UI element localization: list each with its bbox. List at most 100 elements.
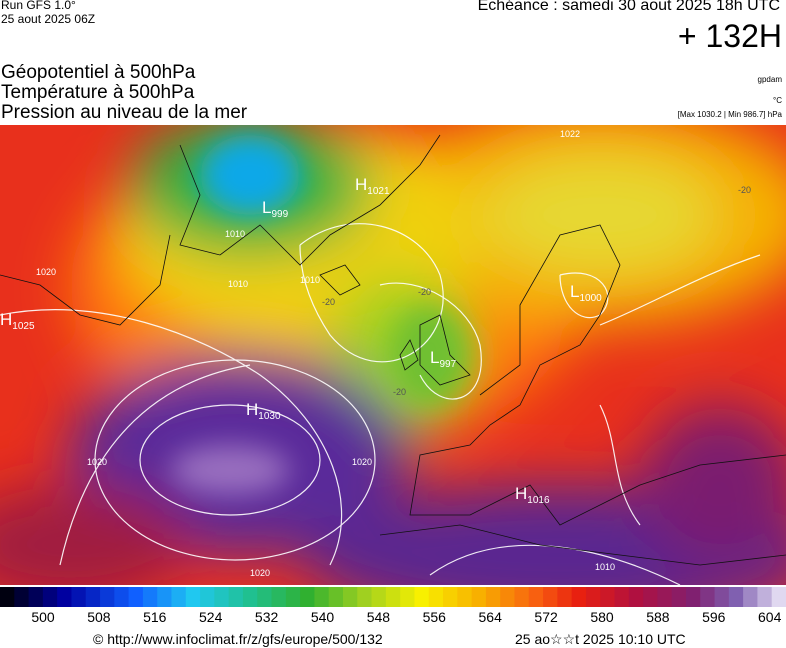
- colorbar-label: 604: [758, 609, 782, 625]
- color-swatch: [385, 587, 401, 607]
- color-swatch: [357, 587, 373, 607]
- color-swatch: [600, 587, 616, 607]
- unit: °C: [773, 96, 782, 105]
- colorbar-labels: 500 508 516 524 532 540 548 556 564 572 580 588 596 6…: [0, 609, 786, 627]
- color-swatch: [71, 587, 87, 607]
- color-swatch: [28, 587, 44, 607]
- color-swatch: [657, 587, 673, 607]
- pressure-center: H1016: [515, 484, 550, 506]
- colorbar-label: 516: [143, 609, 167, 625]
- run: Run GFS 1.0°: [1, 0, 76, 12]
- colorbar-label: 588: [646, 609, 670, 625]
- valid-time: Echéance : samedi 30 aout 2025 18h UTC: [477, 0, 780, 14]
- color-swatch: [171, 587, 187, 607]
- generated: 25 ao☆☆t 2025 10:10 UTC: [515, 631, 686, 647]
- center-letter: L: [262, 198, 271, 217]
- color-swatch: [528, 587, 544, 607]
- color-swatch: [414, 587, 430, 607]
- colorbar-label: 508: [87, 609, 111, 625]
- field: Pression au niveau de la mer: [1, 102, 248, 123]
- unit: gpdam: [757, 75, 782, 84]
- color-swatch: [471, 587, 487, 607]
- center-letter: H: [355, 175, 367, 194]
- colorbar-label: 596: [702, 609, 726, 625]
- source: © http://www.infoclimat.fr/z/gfs/europe/…: [93, 631, 383, 647]
- colorbar: [0, 587, 786, 607]
- temperature-label: -20: [418, 287, 431, 297]
- color-swatch: [128, 587, 144, 607]
- pressure-center: L999: [262, 198, 289, 220]
- color-swatch: [328, 587, 344, 607]
- pressure-center: H1030: [246, 400, 281, 422]
- center-letter: L: [430, 348, 439, 367]
- colorbar-label: 556: [422, 609, 446, 625]
- color-swatch: [543, 587, 558, 607]
- color-swatch: [714, 587, 730, 607]
- contour-label: 1010: [225, 229, 245, 239]
- color-swatch: [485, 587, 501, 607]
- color-swatch: [242, 587, 258, 607]
- map: H1021L999H1025H1030L1000H1016L9971020102…: [0, 125, 786, 585]
- color-swatch: [100, 587, 115, 607]
- center-letter: H: [0, 310, 12, 329]
- pressure-center: H1025: [0, 310, 35, 332]
- color-swatch: [114, 587, 130, 607]
- color-swatch: [300, 587, 315, 607]
- color-swatch: [214, 587, 230, 607]
- color-swatch: [85, 587, 101, 607]
- color-swatch: [400, 587, 415, 607]
- contour-label: 1010: [228, 279, 248, 289]
- center-value: 997: [439, 359, 456, 370]
- temperature-label: -20: [322, 297, 335, 307]
- colorbar-label: 540: [310, 609, 335, 625]
- colorbar-label: 548: [366, 609, 391, 625]
- center-letter: H: [515, 484, 527, 503]
- colorbar-label: 580: [590, 609, 614, 625]
- color-swatch: [757, 587, 773, 607]
- color-swatch: [557, 587, 573, 607]
- temperature-label: -20: [393, 387, 406, 397]
- color-swatch: [500, 587, 515, 607]
- pressure-center: L1000: [570, 282, 602, 304]
- contour-label: 1010: [300, 275, 320, 285]
- color-swatch: [571, 587, 587, 607]
- field: Géopotentiel à 500hPa: [1, 62, 196, 83]
- contour-label: 1020: [250, 568, 270, 578]
- color-swatch: [443, 587, 458, 607]
- color-swatch: [743, 587, 758, 607]
- contour-label: 1022: [560, 129, 580, 139]
- colorbar-label: 532: [254, 609, 279, 625]
- contour-label: 1020: [36, 267, 56, 277]
- color-swatch: [457, 587, 473, 607]
- color-swatch: [57, 587, 72, 607]
- center-value: 1025: [12, 321, 35, 332]
- contour-label: 1020: [352, 457, 372, 467]
- color-swatch: [271, 587, 287, 607]
- color-swatch: [371, 587, 387, 607]
- color-swatch: [314, 587, 330, 607]
- unit: [Max 1030.2 | Min 986.7] hPa: [677, 110, 782, 119]
- center-letter: L: [570, 282, 579, 301]
- color-swatch: [700, 587, 716, 607]
- colorbar-label: 572: [534, 609, 558, 625]
- run-date: 25 aout 2025 06Z: [1, 12, 96, 26]
- temperature-label: -20: [738, 185, 751, 195]
- color-swatch: [285, 587, 301, 607]
- color-swatch: [685, 587, 701, 607]
- color-swatch: [671, 587, 687, 607]
- color-swatch: [42, 587, 58, 607]
- pressure-center: H1021: [355, 175, 390, 197]
- colorbar-label: 524: [199, 609, 223, 625]
- color-swatch: [157, 587, 172, 607]
- color-swatch: [257, 587, 273, 607]
- center-value: 1030: [258, 411, 281, 422]
- color-swatch: [643, 587, 658, 607]
- color-swatch: [228, 587, 244, 607]
- color-swatch: [614, 587, 630, 607]
- center-value: 999: [271, 209, 288, 220]
- contour-label: 1010: [595, 562, 615, 572]
- color-swatch: [200, 587, 215, 607]
- center-value: 1021: [367, 186, 390, 197]
- color-swatch: [585, 587, 601, 607]
